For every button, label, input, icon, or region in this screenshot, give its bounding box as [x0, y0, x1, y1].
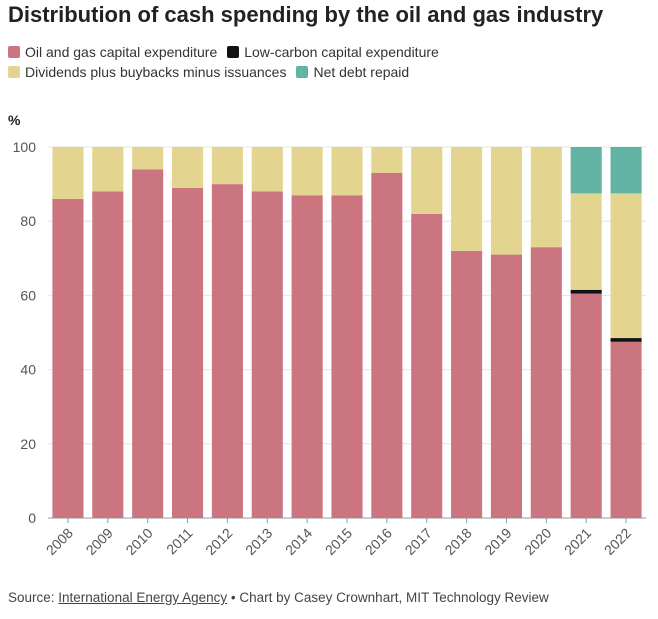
- bar-segment-1: [52, 198, 84, 518]
- bar-segment-1: [92, 191, 124, 518]
- bar-segment-3: [132, 147, 164, 170]
- bar-segment-1: [371, 172, 403, 518]
- chart-title: Distribution of cash spending by the oil…: [8, 2, 604, 27]
- bar-segment-1: [451, 250, 483, 518]
- bar-segment-3: [211, 147, 243, 185]
- legend-label: Net debt repaid: [313, 64, 410, 80]
- x-tick-label: 2016: [362, 525, 395, 558]
- bar-segment-3: [570, 193, 602, 290]
- bar-segment-3: [411, 147, 443, 214]
- legend-row-1: Oil and gas capital expenditure Low-carb…: [8, 42, 648, 62]
- bar-segment-3: [251, 147, 283, 192]
- legend-swatch: [296, 66, 309, 78]
- y-tick-label: 60: [20, 287, 36, 303]
- x-tick-label: 2010: [122, 525, 155, 558]
- bar-segment-1: [570, 293, 602, 518]
- bar-segment-1: [610, 341, 642, 518]
- y-tick-label: 100: [13, 139, 37, 155]
- bar-segment-3: [52, 147, 84, 199]
- bar-segment-2: [570, 289, 602, 294]
- bar-segment-3: [371, 147, 403, 173]
- bar-segment-3: [331, 147, 363, 196]
- bar-segment-1: [490, 254, 523, 518]
- source-link[interactable]: International Energy Agency: [58, 590, 228, 605]
- x-tick-label: 2015: [322, 525, 355, 558]
- source-note: Source: International Energy Agency • Ch…: [8, 590, 549, 605]
- bar-segment-4: [610, 147, 642, 194]
- bar-segment-3: [610, 193, 642, 339]
- legend-swatch: [8, 46, 20, 58]
- bar-segment-3: [171, 147, 204, 188]
- bar-segment-1: [171, 187, 204, 518]
- bar-segment-3: [530, 147, 562, 248]
- bar-segment-3: [451, 147, 483, 251]
- legend-swatch: [8, 66, 20, 78]
- x-tick-label: 2014: [282, 525, 315, 558]
- bar-segment-3: [291, 147, 323, 196]
- x-tick-label: 2009: [83, 525, 116, 558]
- legend: Oil and gas capital expenditure Low-carb…: [8, 42, 648, 82]
- legend-item-net-debt[interactable]: Net debt repaid: [296, 64, 409, 80]
- legend-swatch: [227, 46, 240, 58]
- bar-segment-1: [251, 191, 283, 518]
- x-tick-label: 2013: [242, 525, 275, 558]
- bar-segment-2: [610, 338, 642, 342]
- x-tick-label: 2017: [402, 525, 435, 558]
- legend-label: Low-carbon capital expenditure: [244, 44, 439, 60]
- x-tick-label: 2012: [202, 525, 235, 558]
- y-tick-label: 40: [20, 362, 36, 378]
- bar-segment-3: [490, 147, 523, 255]
- source-prefix: Source:: [8, 590, 59, 605]
- bar-segment-1: [331, 195, 363, 519]
- x-tick-label: 2018: [441, 525, 474, 558]
- x-tick-label: 2021: [561, 525, 594, 558]
- bar-segment-1: [132, 169, 164, 518]
- y-tick-label: 20: [20, 436, 36, 452]
- legend-row-2: Dividends plus buybacks minus issuances …: [8, 62, 648, 82]
- x-tick-label: 2008: [43, 525, 76, 558]
- legend-item-low-carbon-capex[interactable]: Low-carbon capital expenditure: [227, 44, 439, 60]
- bar-segment-4: [570, 147, 602, 194]
- x-tick-label: 2019: [481, 525, 514, 558]
- bar-segment-1: [411, 213, 443, 518]
- legend-item-oil-gas-capex[interactable]: Oil and gas capital expenditure: [8, 44, 217, 60]
- legend-label: Dividends plus buybacks minus issuances: [25, 64, 287, 80]
- x-tick-label: 2020: [521, 525, 554, 558]
- y-tick-label: 0: [28, 510, 36, 526]
- bar-segment-1: [291, 195, 323, 519]
- bar-segment-1: [211, 184, 243, 518]
- y-tick-label: 80: [20, 213, 36, 229]
- bar-segment-1: [530, 247, 562, 519]
- legend-label: Oil and gas capital expenditure: [25, 44, 218, 60]
- x-tick-label: 2011: [163, 525, 196, 558]
- y-axis-unit-label: %: [8, 112, 21, 128]
- legend-item-dividends[interactable]: Dividends plus buybacks minus issuances: [8, 64, 286, 80]
- source-suffix: • Chart by Casey Crownhart, MIT Technolo…: [227, 590, 549, 605]
- x-tick-label: 2022: [601, 525, 634, 558]
- bar-segment-3: [92, 147, 124, 192]
